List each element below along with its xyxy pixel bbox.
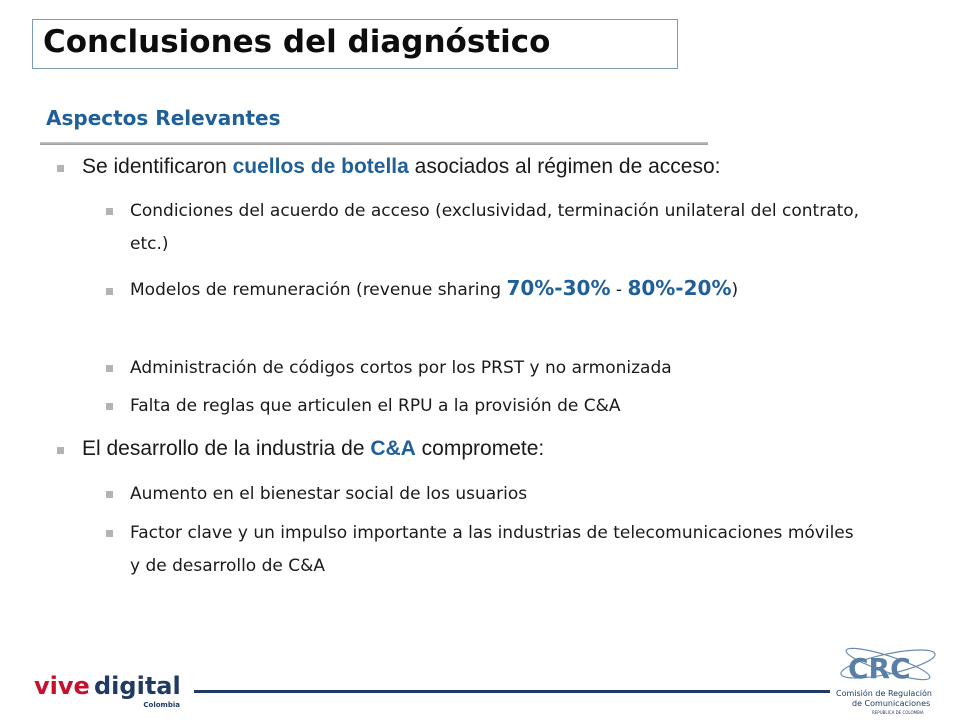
sub-item-remuneration: Modelos de remuneración (revenue sharing… (130, 270, 860, 308)
sub-bullet-marker (106, 491, 113, 498)
logo-digital-text: digital (94, 672, 181, 700)
sub-bullet-marker (106, 530, 113, 537)
sub-item-key-factor: Factor clave y un impulso importante a l… (130, 523, 854, 576)
bullet-marker (57, 447, 64, 454)
logo-country-text: Colombia (143, 701, 180, 709)
bullet-text: El desarrollo de la industria de (82, 437, 371, 460)
bullet-bottlenecks: Se identificaron cuellos de botella asoc… (82, 155, 721, 179)
logo-crc-text: CRC (848, 652, 911, 685)
logo-vive-text: vive (34, 672, 90, 700)
sub-item-social-welfare: Aumento en el bienestar social de los us… (130, 484, 528, 504)
sub-bullet-marker (106, 365, 113, 372)
sub-bullet-marker (106, 208, 113, 215)
sub-item-access-conditions: Condiciones del acuerdo de acceso (exclu… (130, 201, 860, 254)
highlight-text: cuellos de botella (232, 155, 409, 178)
vive-digital-logo: vive digital Colombia (34, 670, 184, 714)
sub-item-text: - (610, 280, 628, 300)
sub-bullet-marker (106, 288, 113, 295)
bullet-marker (57, 165, 64, 172)
highlight-percentage: 70%-30% (506, 276, 611, 300)
subtitle-divider (40, 142, 708, 145)
highlight-percentage: 80%-20% (627, 276, 732, 300)
bullet-text: asociados al régimen de acceso: (408, 155, 721, 178)
highlight-text: C&A (370, 437, 416, 460)
page-title: Conclusiones del diagnóstico (43, 24, 551, 60)
sub-item-short-codes: Administración de códigos cortos por los… (130, 358, 672, 378)
footer-divider (194, 690, 830, 693)
logo-crc-line3: REPÚBLICA DE COLOMBIA (872, 710, 924, 715)
sub-item-text: Modelos de remuneración (revenue sharing (130, 280, 507, 300)
logo-crc-line1: Comisión de Regulación (836, 688, 932, 698)
sub-bullet-marker (106, 403, 113, 410)
bullet-industry: El desarrollo de la industria de C&A com… (82, 437, 544, 461)
sub-item-rpu-rules: Falta de reglas que articulen el RPU a l… (130, 396, 621, 416)
bullet-text: Se identificaron (82, 155, 233, 178)
section-subtitle: Aspectos Relevantes (46, 106, 281, 130)
crc-logo: CRC Comisión de Regulación de Comunicaci… (828, 636, 938, 720)
logo-crc-line2: de Comunicaciones (852, 699, 930, 708)
title-box: Conclusiones del diagnóstico (32, 19, 678, 69)
sub-item-text: ) (731, 280, 739, 300)
bullet-text: compromete: (415, 437, 545, 460)
